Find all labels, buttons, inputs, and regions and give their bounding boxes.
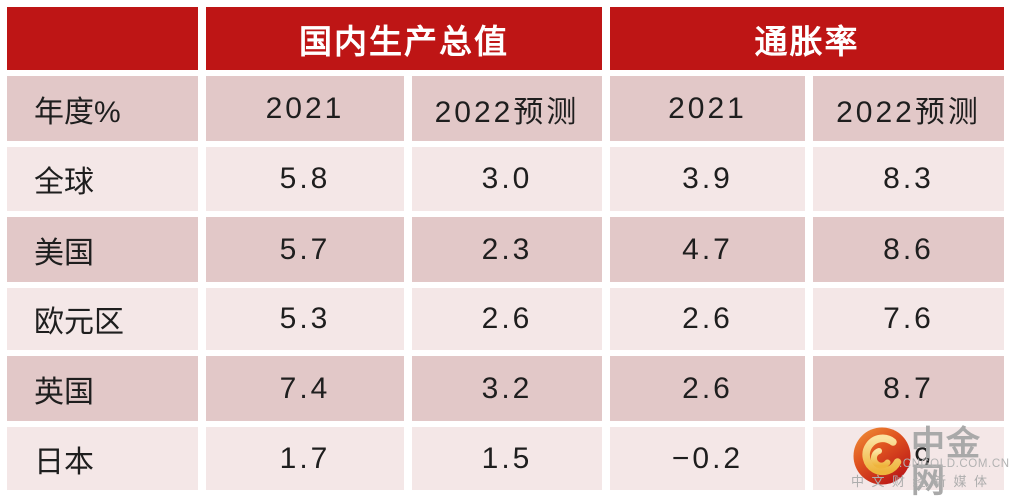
cell-us-inflation-2022: 8.6 (813, 217, 1004, 282)
row-label-uk: 英国 (7, 356, 198, 421)
subheader-inflation-2022-forecast: 2022预测 (813, 76, 1004, 141)
header-corner-cell (7, 7, 198, 70)
cell-global-inflation-2021: 3.9 (610, 147, 805, 211)
subheader-year-unit-label: 年度% (7, 76, 198, 141)
cell-eurozone-inflation-2021: 2.6 (610, 288, 805, 350)
cell-uk-inflation-2021: 2.6 (610, 356, 805, 421)
cell-us-gdp-2021: 5.7 (206, 217, 404, 282)
subheader-gdp-2021: 2021 (206, 76, 404, 141)
cell-global-inflation-2022: 8.3 (813, 147, 1004, 211)
cell-japan-inflation-2021: −0.2 (610, 427, 805, 490)
cell-japan-gdp-2022: 1.5 (412, 427, 602, 490)
subheader-gdp-2022-forecast: 2022预测 (412, 76, 602, 141)
cell-us-gdp-2022: 2.3 (412, 217, 602, 282)
cell-uk-gdp-2022: 3.2 (412, 356, 602, 421)
row-label-us: 美国 (7, 217, 198, 282)
cell-eurozone-inflation-2022: 7.6 (813, 288, 1004, 350)
cell-uk-inflation-2022: 8.7 (813, 356, 1004, 421)
cell-uk-gdp-2021: 7.4 (206, 356, 404, 421)
cell-global-gdp-2022: 3.0 (412, 147, 602, 211)
row-label-japan: 日本 (7, 427, 198, 490)
row-label-eurozone: 欧元区 (7, 288, 198, 350)
group-header-gdp: 国内生产总值 (206, 7, 602, 70)
cell-eurozone-gdp-2022: 2.6 (412, 288, 602, 350)
row-label-global: 全球 (7, 147, 198, 211)
cell-us-inflation-2021: 4.7 (610, 217, 805, 282)
cell-eurozone-gdp-2021: 5.3 (206, 288, 404, 350)
cell-global-gdp-2021: 5.8 (206, 147, 404, 211)
group-header-inflation: 通胀率 (610, 7, 1004, 70)
cell-japan-gdp-2021: 1.7 (206, 427, 404, 490)
cell-japan-inflation-2022: 1.9 (813, 427, 1004, 490)
subheader-inflation-2021: 2021 (610, 76, 805, 141)
